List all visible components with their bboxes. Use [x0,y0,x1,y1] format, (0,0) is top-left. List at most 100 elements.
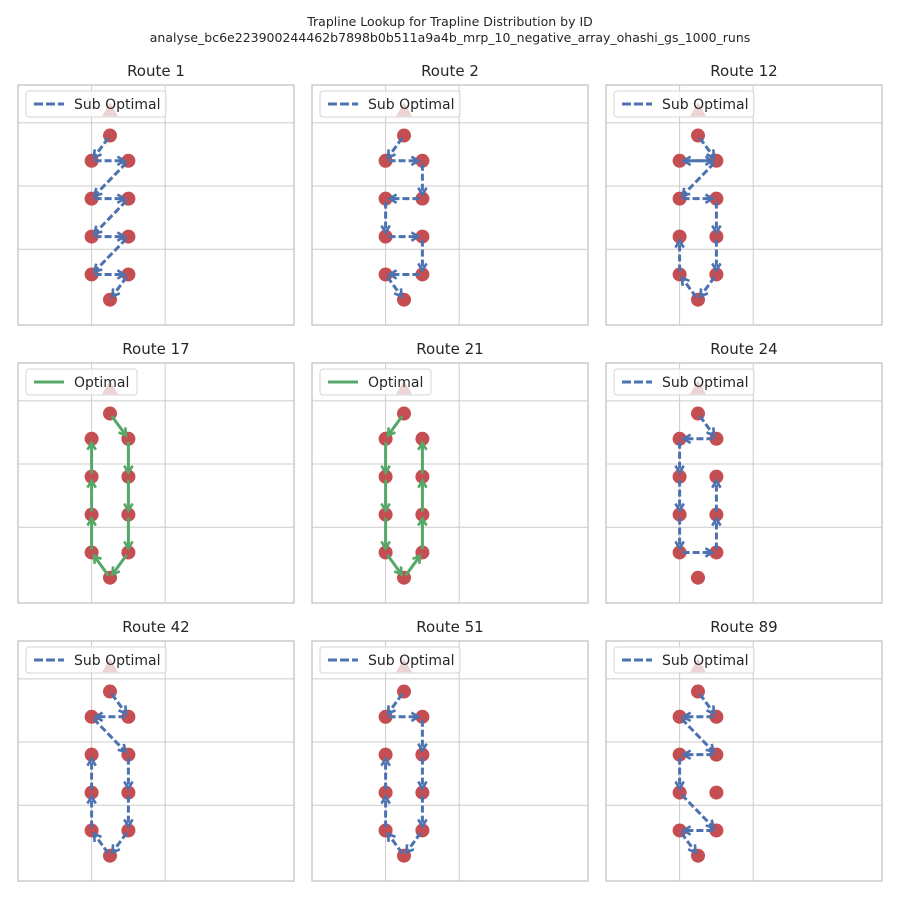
route-arrowhead [410,711,421,723]
route-segment [92,137,110,160]
route-segment [674,238,685,272]
route-segment [92,717,128,754]
route-line [94,161,128,196]
route-line [92,717,126,752]
route-arrowhead [92,225,103,236]
route-segment [674,757,685,792]
route-segment [386,276,404,299]
route-segment [94,155,127,167]
panel-background [312,641,588,881]
route-arrowhead [674,502,685,514]
flower-point [84,431,99,446]
route-arrowhead [410,155,421,167]
route-line [406,832,422,852]
route-segment [92,161,128,198]
route-arrowhead [380,465,391,476]
route-arrowhead [681,433,692,445]
route-segment [386,137,404,160]
route-arrowhead [123,502,134,514]
flower-point [672,153,687,168]
legend-label: Sub Optimal [368,97,455,113]
flower-point [415,507,430,522]
route-segment [380,201,391,236]
route-arrowhead [711,478,722,489]
route-segment [86,756,97,790]
route-arrowhead [704,155,715,167]
route-segment [94,193,127,204]
legend: Sub Optimal [25,646,167,674]
panel-title: Route 24 [710,340,777,358]
route-segment [86,794,97,828]
route-arrowhead [123,540,134,552]
route-arrowhead [681,711,692,723]
legend-frame [613,368,755,396]
route-segment [92,553,110,577]
route-segment [417,239,428,274]
route-segment [123,517,134,552]
route-segment [387,269,420,280]
route-segment [123,479,134,514]
route-arrowhead [711,262,722,274]
route-arrowhead [387,193,398,204]
route-segment [388,711,421,723]
route-arrowhead [711,224,722,236]
panel-background [18,363,294,603]
route-arrowhead [386,149,396,160]
route-arrowhead [674,780,685,792]
flower-point [672,431,687,446]
figure-title-line2: analyse_bc6e223900244462b7898b0b511a9a4b… [150,30,751,45]
route-arrowhead [116,231,127,242]
route-arrowhead [123,465,134,476]
route-arrowhead [118,705,128,716]
flower-point [378,747,393,762]
route-arrowhead [386,831,396,842]
route-segment [711,201,722,236]
route-arrowhead [86,478,97,489]
flower-point [84,469,99,484]
route-segment [680,832,698,855]
figure-title-line1: Trapline Lookup for Trapline Distributio… [306,14,593,29]
route-panel: Route 51 Sub Optimal [311,618,589,882]
route-arrowhead [417,818,428,830]
legend-label: Optimal [74,375,129,391]
flower-point [709,507,724,522]
route-arrowhead [380,794,391,805]
legend: Sub Optimal [319,646,461,674]
flower-point [672,747,687,762]
route-segment [386,693,404,716]
route-segment [698,137,716,160]
flower-point [378,507,393,522]
route-arrowhead [92,553,102,564]
panel-frame [605,84,883,326]
route-segment [386,831,404,855]
route-segment [94,231,127,242]
route-arrowhead [404,844,415,855]
route-segment [681,433,714,445]
route-segment [680,793,716,830]
route-segment [123,795,134,830]
flower-point [378,229,393,244]
route-line [682,161,716,196]
route-segment [386,415,404,438]
route-segment [674,441,685,476]
flower-point [415,229,430,244]
route-segment [417,516,428,550]
flower-point [415,153,430,168]
route-segment [380,441,391,476]
route-segment [388,231,421,242]
route-line [112,276,128,296]
route-arrowhead [393,288,404,299]
flower-point [84,507,99,522]
legend: Sub Optimal [319,90,461,118]
legend-frame [613,90,755,118]
route-segment [110,832,128,855]
flower-point [709,229,724,244]
legend-label: Sub Optimal [662,653,749,669]
legend-frame [319,646,461,674]
flower-point [378,191,393,206]
route-arrowhead [380,224,391,236]
route-arrowhead [92,263,103,274]
route-segment [698,693,716,716]
legend-label: Sub Optimal [74,97,161,113]
